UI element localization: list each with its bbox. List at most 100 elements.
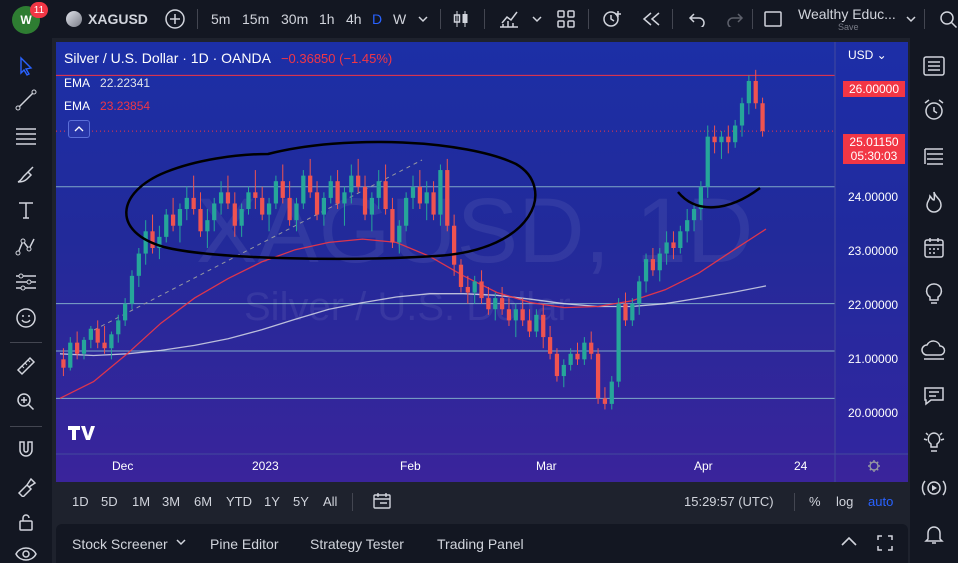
streams-cloud-icon[interactable] [920, 336, 948, 364]
currency-selector[interactable]: USD ⌄ [848, 48, 887, 62]
candle-body [205, 220, 210, 232]
candle [534, 309, 539, 338]
log-scale-toggle[interactable]: log [836, 494, 854, 509]
range-1d[interactable]: 1D [72, 494, 89, 509]
tradingview-logo[interactable] [68, 426, 95, 440]
hand-drawn-ellipse[interactable] [125, 140, 537, 261]
smiley-icon[interactable] [12, 304, 40, 332]
fib-retracement-icon[interactable] [12, 122, 40, 150]
lock-icon[interactable] [12, 508, 40, 536]
candles-chart-type-icon[interactable] [451, 0, 471, 38]
pattern-tool-icon[interactable] [12, 232, 40, 260]
candle [280, 164, 285, 204]
replay-rewind-icon[interactable] [641, 0, 661, 38]
range-all[interactable]: All [323, 494, 338, 509]
candle [465, 275, 470, 304]
candle-body [390, 209, 395, 243]
notifications-bell-icon[interactable] [920, 520, 948, 548]
candle [486, 286, 491, 315]
ema-fast-line[interactable] [59, 285, 767, 357]
candle [314, 181, 320, 221]
layout-name[interactable]: Wealthy Educ... [798, 6, 896, 22]
alert-clock-icon[interactable] [601, 0, 623, 38]
interval-30m[interactable]: 30m [281, 11, 309, 27]
interval-w[interactable]: W [393, 11, 407, 27]
panel-chevron-up-icon[interactable] [840, 534, 858, 550]
interval-1h[interactable]: 1h [319, 11, 335, 27]
data-window-icon[interactable] [920, 142, 948, 170]
candle [520, 298, 525, 326]
indicators-icon[interactable] [498, 0, 520, 38]
indicators-chevron-icon[interactable] [532, 0, 542, 38]
layouts-grid-icon[interactable] [556, 0, 576, 38]
lock-drawing-icon[interactable] [12, 472, 40, 500]
panel-maximize-icon[interactable] [876, 534, 894, 555]
trend-line-drawing[interactable] [93, 159, 423, 331]
hand-drawn-curve[interactable] [677, 186, 761, 209]
chart-settings-gear-icon[interactable] [868, 460, 880, 472]
ema-slow-line[interactable] [59, 228, 767, 399]
forecasting-tool-icon[interactable] [12, 268, 40, 296]
legend-title[interactable]: Silver / U.S. Dollar · 1D · OANDA [64, 50, 271, 66]
tech-lightbulb-icon[interactable] [920, 428, 948, 456]
watchlist-icon[interactable] [920, 52, 948, 80]
price-chart[interactable]: XAGUSD, 1D Silver / U.S. Dollar [56, 42, 908, 482]
tab-trading-panel[interactable]: Trading Panel [437, 536, 524, 552]
interval-dropdown-chevron-icon[interactable] [418, 0, 428, 38]
candle [602, 387, 608, 410]
save-label[interactable]: Save [838, 22, 859, 32]
undo-icon[interactable] [688, 0, 706, 38]
candle-body [753, 80, 758, 104]
fullscreen-square-icon[interactable] [763, 0, 783, 38]
candle-body [253, 192, 258, 198]
magnet-icon[interactable] [12, 436, 40, 464]
auto-scale-toggle[interactable]: auto [868, 494, 894, 509]
brush-icon[interactable] [12, 160, 40, 188]
hotlists-fire-icon[interactable] [920, 188, 948, 216]
candle [232, 192, 237, 237]
ruler-icon[interactable] [12, 352, 40, 380]
utc-clock[interactable]: 15:29:57 (UTC) [684, 494, 774, 509]
range-5y[interactable]: 5Y [293, 494, 309, 509]
zoom-in-icon[interactable] [12, 388, 40, 416]
candle [458, 259, 464, 293]
layout-chevron-icon[interactable] [906, 0, 916, 38]
candle-body [260, 197, 265, 215]
range-5d[interactable]: 5D [101, 494, 118, 509]
calendar-icon[interactable] [920, 234, 948, 262]
text-tool-icon[interactable] [12, 196, 40, 224]
ideas-lightbulb-icon[interactable] [920, 280, 948, 308]
symbol-search[interactable]: XAGUSD [66, 0, 148, 38]
candle [335, 170, 340, 210]
range-1y[interactable]: 1Y [264, 494, 280, 509]
stock-screener-chevron-icon[interactable] [176, 534, 186, 550]
watermark-symbol: XAGUSD, 1D [196, 180, 753, 282]
eye-icon[interactable] [12, 540, 40, 563]
range-1m[interactable]: 1M [132, 494, 151, 509]
redo-icon[interactable] [726, 0, 744, 38]
compare-symbol-icon[interactable] [164, 0, 186, 38]
chart-pane[interactable]: XAGUSD, 1D Silver / U.S. Dollar Silver /… [56, 42, 908, 482]
chat-icon[interactable] [920, 382, 948, 410]
interval-5m[interactable]: 5m [211, 11, 231, 27]
broadcast-play-icon[interactable] [920, 474, 948, 502]
cursor-arrow-icon[interactable] [12, 52, 40, 80]
interval-4h[interactable]: 4h [346, 11, 362, 27]
range-3m[interactable]: 3M [162, 494, 181, 509]
tab-strategy-tester[interactable]: Strategy Tester [310, 536, 404, 552]
range-6m[interactable]: 6M [194, 494, 213, 509]
alarm-clock-icon[interactable] [920, 96, 948, 124]
candle [376, 170, 381, 210]
go-to-date-icon[interactable] [372, 492, 392, 513]
range-ytd[interactable]: YTD [226, 494, 252, 509]
tab-pine-editor[interactable]: Pine Editor [210, 536, 279, 552]
trend-line-icon[interactable] [12, 86, 40, 114]
percent-scale-toggle[interactable]: % [809, 494, 821, 509]
legend-collapse-chevron-up-icon[interactable] [68, 120, 90, 138]
search-icon[interactable] [938, 0, 958, 38]
ema-legend-fast[interactable]: EMA 22.22341 [64, 76, 150, 90]
interval-d[interactable]: D [372, 11, 383, 27]
interval-15m[interactable]: 15m [242, 11, 270, 27]
tab-stock-screener[interactable]: Stock Screener [72, 536, 168, 552]
ema-legend-slow[interactable]: EMA 23.23854 [64, 99, 150, 113]
